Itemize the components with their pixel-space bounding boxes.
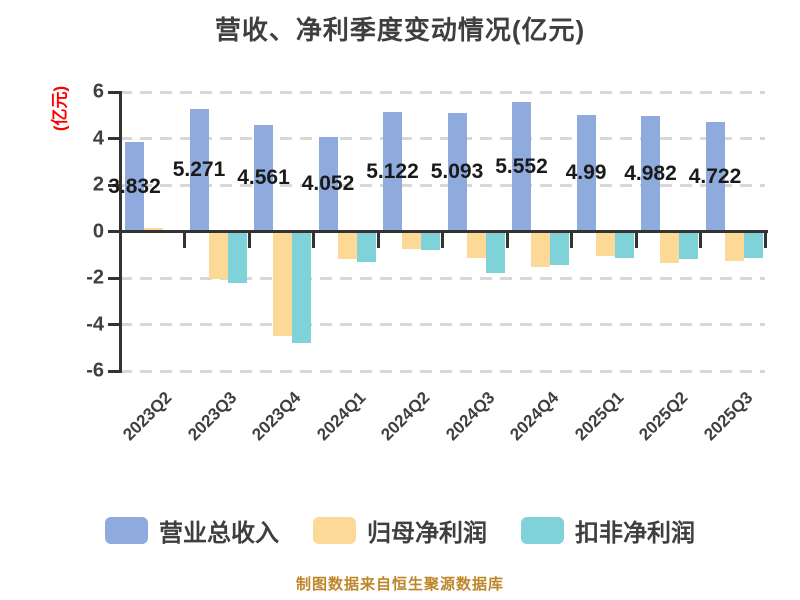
y-tick-label--4: -4 <box>86 313 104 335</box>
legend-swatch-revenue <box>105 517 148 544</box>
bar-扣非净利润-2025Q3 <box>743 231 763 258</box>
bar-扣非净利润-2025Q1 <box>614 231 634 258</box>
legend-swatch-deducted-net-profit <box>521 517 564 544</box>
legend-item-net-profit: 归母净利润 <box>313 513 487 548</box>
gridline-y-4 <box>120 137 765 140</box>
y-tick-label--6: -6 <box>86 359 104 382</box>
y-tick-label-4: 4 <box>92 127 104 149</box>
gridline-y-6 <box>120 90 765 94</box>
bar-value-label-2025Q2: 4.982 <box>624 161 677 185</box>
y-axis-line <box>118 90 122 373</box>
y-tick--6 <box>108 369 120 373</box>
y-tick--4 <box>108 323 120 326</box>
bar-归母净利润-2023Q2 <box>144 228 163 232</box>
bar-归母净利润-2025Q2 <box>660 231 679 263</box>
bar-归母净利润-2025Q1 <box>595 231 615 256</box>
x-tick-3 <box>312 231 315 248</box>
bar-营业总收入-2024Q4 <box>512 102 531 232</box>
x-tick-1 <box>183 231 186 248</box>
bar-扣非净利润-2024Q3 <box>485 231 505 273</box>
x-tick-2 <box>247 231 251 248</box>
legend-label-deducted-net-profit: 扣非净利润 <box>575 520 695 547</box>
x-tick-4 <box>376 231 380 248</box>
bar-扣非净利润-2023Q3 <box>227 231 247 283</box>
bar-扣非净利润-2024Q2 <box>421 231 440 251</box>
bar-营业总收入-2023Q3 <box>189 108 209 232</box>
bar-value-label-2023Q4: 4.561 <box>237 166 290 190</box>
gridline-y-2 <box>120 183 765 187</box>
y-tick--2 <box>108 276 120 280</box>
bar-归母净利润-2025Q3 <box>724 231 744 261</box>
y-tick-6 <box>108 90 120 94</box>
x-axis-line <box>120 230 768 233</box>
gridline-y--4 <box>120 323 765 326</box>
bar-扣非净利润-2023Q4 <box>292 231 311 344</box>
bar-营业总收入-2023Q4 <box>254 125 273 232</box>
x-tick-10 <box>763 231 767 248</box>
legend-swatch-net-profit <box>313 517 356 544</box>
bar-营业总收入-2023Q2 <box>125 142 144 232</box>
gridline-y--2 <box>120 276 765 280</box>
bar-value-label-2024Q2: 5.122 <box>366 159 419 183</box>
bar-扣非净利润-2024Q1 <box>356 231 376 262</box>
legend-label-net-profit: 归母净利润 <box>367 520 487 547</box>
y-tick-label-6: 6 <box>92 80 104 103</box>
y-tick-label--2: -2 <box>86 266 104 289</box>
bar-营业总收入-2024Q1 <box>318 137 338 232</box>
x-tick-7 <box>570 231 573 248</box>
bar-value-label-2025Q3: 4.722 <box>688 164 742 188</box>
legend-item-revenue: 营业总收入 <box>105 513 279 548</box>
data-source-footnote: 制图数据来自恒生聚源数据库 <box>295 576 504 593</box>
bar-营业总收入-2024Q2 <box>383 112 402 232</box>
bar-value-label-2024Q4: 5.552 <box>495 154 548 178</box>
bar-归母净利润-2024Q1 <box>337 231 357 260</box>
bar-营业总收入-2025Q2 <box>641 115 660 232</box>
bar-归母净利润-2023Q4 <box>273 231 292 337</box>
gridline-y--6 <box>120 369 765 373</box>
bar-value-label-2024Q1: 4.052 <box>301 172 355 196</box>
x-tick-9 <box>699 231 702 248</box>
chart-title: 营收、净利季度变动情况(亿元) <box>214 15 586 45</box>
y-tick-label-2: 2 <box>92 173 104 196</box>
y-tick-0 <box>108 230 120 233</box>
bar-value-label-2025Q1: 4.99 <box>565 161 607 185</box>
bar-value-label-2023Q2: 3.832 <box>108 174 161 198</box>
legend-label-revenue: 营业总收入 <box>159 520 279 547</box>
bar-value-label-2023Q3: 5.271 <box>172 158 226 182</box>
bar-营业总收入-2025Q1 <box>576 115 596 232</box>
x-tick-5 <box>441 231 444 248</box>
bar-扣非净利润-2025Q2 <box>679 231 698 260</box>
x-tick-6 <box>505 231 509 248</box>
bar-value-label-2024Q3: 5.093 <box>430 160 484 184</box>
bar-营业总收入-2024Q3 <box>447 113 467 232</box>
y-tick-4 <box>108 137 120 140</box>
legend-item-deducted-net-profit: 扣非净利润 <box>521 513 695 548</box>
bar-归母净利润-2024Q2 <box>402 231 421 249</box>
bar-归母净利润-2024Q4 <box>531 231 550 267</box>
x-tick-8 <box>634 231 638 248</box>
bar-归母净利润-2024Q3 <box>466 231 486 258</box>
y-tick-label-0: 0 <box>92 220 104 242</box>
bar-归母净利润-2023Q3 <box>208 231 228 280</box>
y-tick-2 <box>108 183 120 187</box>
bar-营业总收入-2025Q3 <box>705 121 725 232</box>
legend: 营业总收入 归母净利润 扣非净利润 <box>0 513 800 548</box>
bar-扣非净利润-2024Q4 <box>550 231 569 266</box>
